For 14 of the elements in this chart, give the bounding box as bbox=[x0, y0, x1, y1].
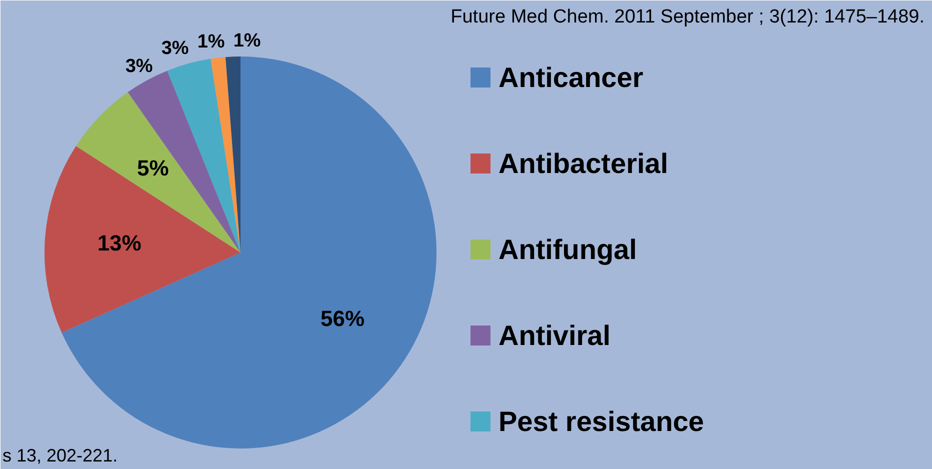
data-label: 13% bbox=[97, 230, 142, 256]
text: Future Med Chem. 2011 September ; 3(12): 1475–1489. bbox=[450, 6, 925, 28]
data-label: 1% bbox=[197, 32, 225, 53]
legend-label: Anticancer bbox=[498, 62, 644, 93]
data-label: 5% bbox=[137, 156, 169, 181]
legend-label: Antiviral bbox=[498, 320, 611, 351]
data-label: 3% bbox=[125, 56, 153, 78]
data-label: 1% bbox=[233, 30, 261, 52]
legend-label: Pest resistance bbox=[498, 406, 704, 437]
legend-label: Antibacterial bbox=[498, 148, 668, 179]
data-label: 56% bbox=[320, 306, 365, 332]
data-label: 3% bbox=[161, 38, 189, 59]
text: s 13, 202-221. bbox=[2, 446, 118, 466]
legend-label: Antifungal bbox=[498, 234, 637, 265]
